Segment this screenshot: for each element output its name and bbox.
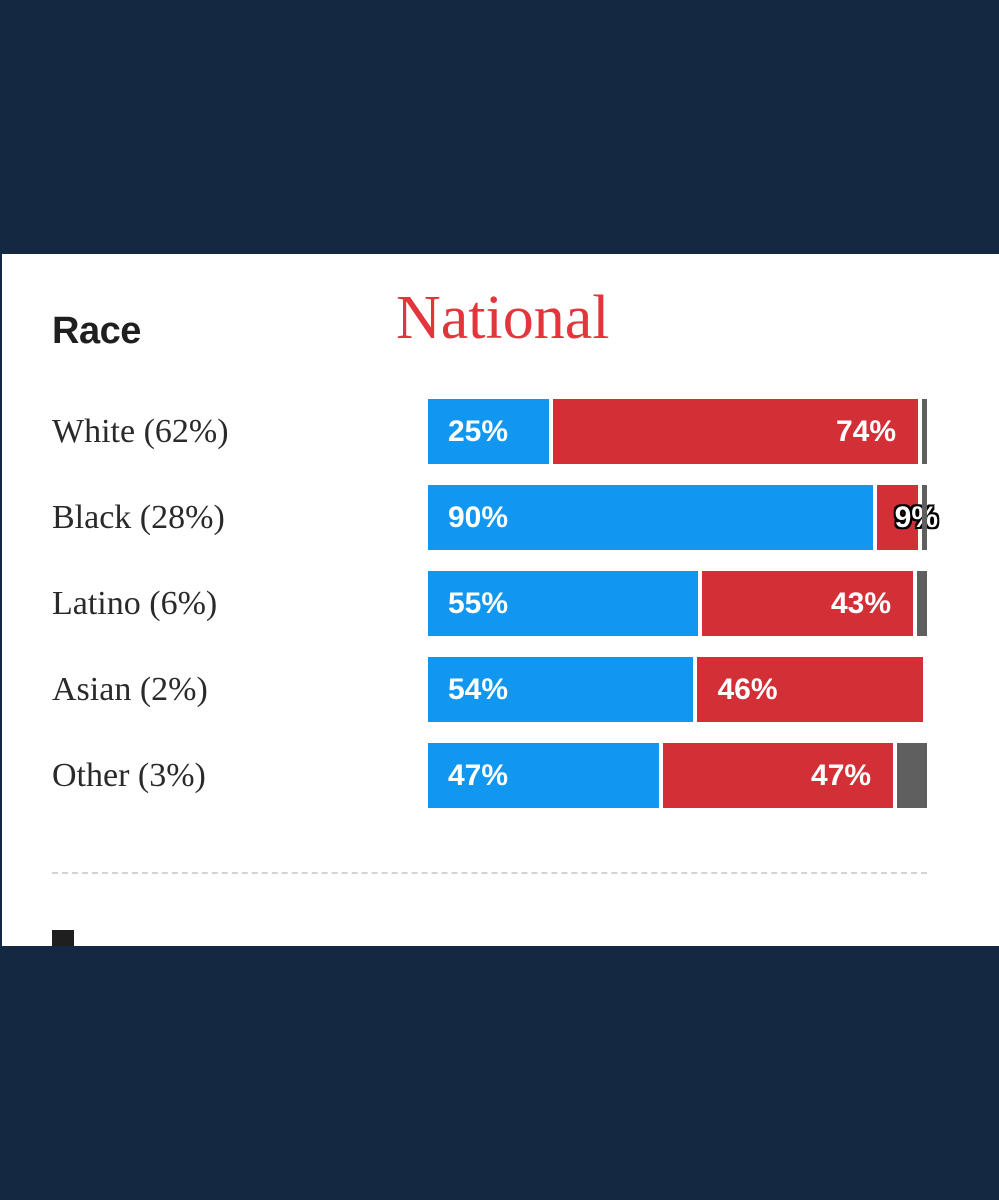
section-divider — [52, 872, 927, 874]
republican-bar-label: 46% — [717, 673, 778, 706]
republican-bar — [662, 743, 894, 808]
section-heading: Race — [52, 310, 141, 352]
republican-bar-label: 9% — [894, 501, 938, 534]
democrat-bar — [428, 657, 694, 722]
republican-bar-label: 47% — [811, 759, 872, 792]
stacked-bar: 25% 74% — [428, 399, 927, 464]
republican-bar-label: 43% — [830, 587, 892, 620]
republican-bar-label: 74% — [835, 415, 897, 448]
chart-title: National — [396, 284, 610, 352]
stacked-bar: 47% 47% — [428, 743, 927, 808]
stacked-bar: 55% 43% — [428, 571, 927, 636]
democrat-bar-label: 90% — [448, 501, 509, 534]
democrat-bar-label: 47% — [448, 759, 509, 792]
next-section-heading-partial — [52, 930, 112, 946]
other-bar — [922, 485, 927, 550]
row-label: White (62%) — [52, 413, 229, 450]
republican-bar — [877, 485, 918, 550]
other-bar — [922, 399, 927, 464]
stacked-bar: 90% 9% — [428, 485, 938, 550]
democrat-bar-label: 54% — [448, 673, 509, 706]
other-bar — [897, 743, 927, 808]
row-label: Other (3%) — [52, 757, 206, 794]
row-label: Black (28%) — [52, 499, 225, 536]
republican-bar — [552, 399, 918, 464]
republican-bar — [702, 571, 913, 636]
democrat-bar — [428, 399, 549, 464]
stacked-bar: 54% 46% — [428, 657, 927, 722]
democrat-bar — [428, 485, 874, 550]
democrat-bar-label: 55% — [448, 587, 509, 620]
republican-bar — [697, 657, 923, 722]
row-label: Asian (2%) — [52, 671, 208, 708]
democrat-bar-label: 25% — [448, 415, 509, 448]
democrat-bar — [428, 571, 699, 636]
row-label: Latino (6%) — [52, 585, 218, 622]
other-bar — [917, 571, 927, 636]
democrat-bar — [428, 743, 659, 808]
